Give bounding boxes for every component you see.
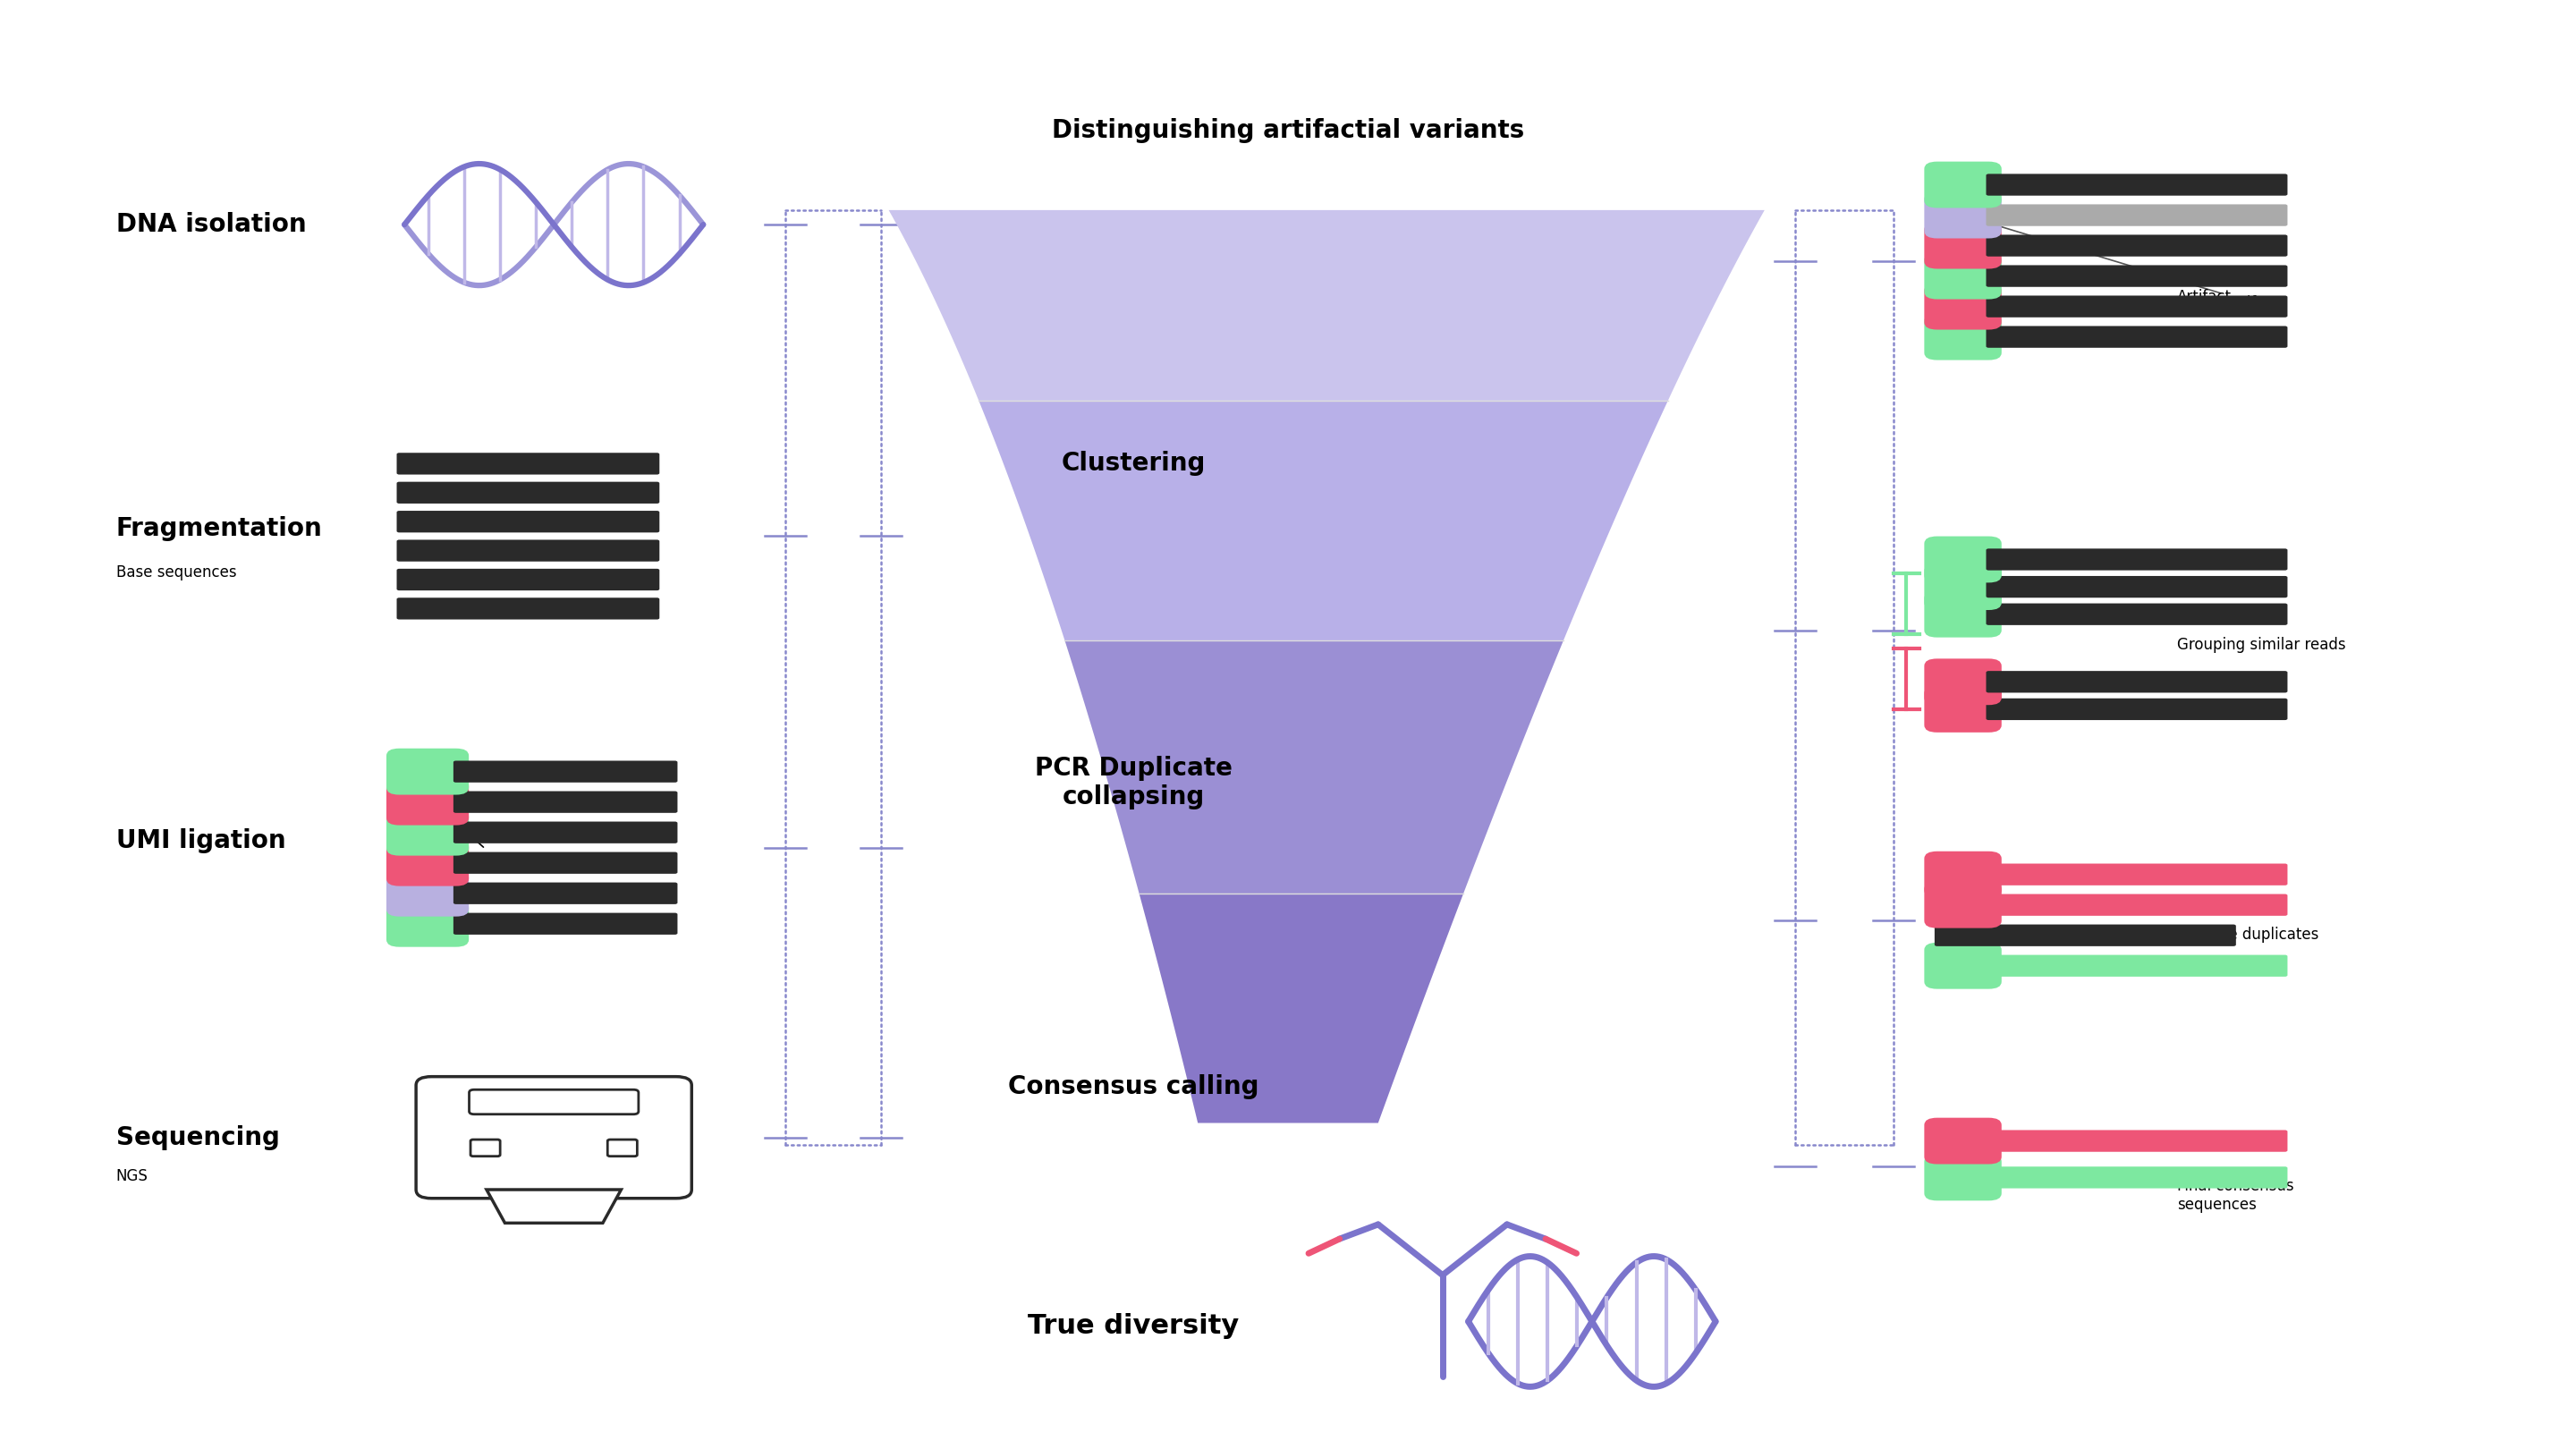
FancyBboxPatch shape xyxy=(453,913,677,935)
FancyBboxPatch shape xyxy=(1924,284,2002,330)
Polygon shape xyxy=(979,400,1669,640)
FancyBboxPatch shape xyxy=(1935,924,2236,946)
FancyBboxPatch shape xyxy=(453,791,677,813)
FancyBboxPatch shape xyxy=(1924,685,2002,732)
Text: PCR Duplicate
collapsing: PCR Duplicate collapsing xyxy=(1036,755,1231,810)
FancyBboxPatch shape xyxy=(453,761,677,782)
FancyBboxPatch shape xyxy=(469,1090,639,1114)
FancyBboxPatch shape xyxy=(1986,1130,2287,1152)
FancyBboxPatch shape xyxy=(1986,174,2287,196)
FancyBboxPatch shape xyxy=(386,840,469,887)
Text: Artifact: Artifact xyxy=(1965,216,2280,312)
FancyBboxPatch shape xyxy=(1924,1117,2002,1164)
Text: DNA isolation: DNA isolation xyxy=(116,212,307,238)
FancyBboxPatch shape xyxy=(1924,881,2002,929)
FancyBboxPatch shape xyxy=(1986,894,2287,916)
FancyBboxPatch shape xyxy=(397,481,659,503)
FancyBboxPatch shape xyxy=(1986,204,2287,226)
FancyBboxPatch shape xyxy=(397,452,659,475)
FancyBboxPatch shape xyxy=(453,882,677,904)
FancyBboxPatch shape xyxy=(415,1077,690,1198)
FancyBboxPatch shape xyxy=(1924,852,2002,898)
FancyBboxPatch shape xyxy=(397,597,659,620)
Polygon shape xyxy=(1064,640,1564,894)
FancyBboxPatch shape xyxy=(1986,698,2287,720)
FancyBboxPatch shape xyxy=(1924,942,2002,988)
Text: UMI ligation: UMI ligation xyxy=(116,827,286,853)
FancyBboxPatch shape xyxy=(1924,591,2002,638)
Text: NGS: NGS xyxy=(116,1168,147,1185)
Text: Remove duplicates: Remove duplicates xyxy=(2177,926,2318,943)
FancyBboxPatch shape xyxy=(1924,223,2002,270)
FancyBboxPatch shape xyxy=(453,822,677,843)
FancyBboxPatch shape xyxy=(1986,603,2287,625)
Polygon shape xyxy=(487,1190,621,1223)
FancyBboxPatch shape xyxy=(608,1139,636,1156)
FancyBboxPatch shape xyxy=(386,749,469,794)
Polygon shape xyxy=(889,210,1765,400)
FancyBboxPatch shape xyxy=(1986,1166,2287,1188)
FancyBboxPatch shape xyxy=(386,869,469,917)
Text: Final consensus
sequences: Final consensus sequences xyxy=(2177,1178,2293,1213)
FancyBboxPatch shape xyxy=(1986,575,2287,597)
FancyBboxPatch shape xyxy=(1924,314,2002,361)
FancyBboxPatch shape xyxy=(397,568,659,591)
FancyBboxPatch shape xyxy=(1986,864,2287,885)
Text: Base sequences: Base sequences xyxy=(116,564,237,581)
FancyBboxPatch shape xyxy=(386,901,469,948)
Polygon shape xyxy=(1139,894,1463,1123)
FancyBboxPatch shape xyxy=(386,780,469,826)
FancyBboxPatch shape xyxy=(1924,254,2002,300)
Text: Grouping similar reads: Grouping similar reads xyxy=(2177,636,2344,653)
Text: Consensus calling: Consensus calling xyxy=(1007,1074,1260,1100)
FancyBboxPatch shape xyxy=(1986,549,2287,571)
FancyBboxPatch shape xyxy=(1986,235,2287,256)
Text: True diversity: True diversity xyxy=(1028,1313,1239,1339)
FancyBboxPatch shape xyxy=(1986,296,2287,317)
FancyBboxPatch shape xyxy=(1924,193,2002,239)
FancyBboxPatch shape xyxy=(471,1139,500,1156)
FancyBboxPatch shape xyxy=(1986,955,2287,977)
FancyBboxPatch shape xyxy=(1924,564,2002,610)
FancyBboxPatch shape xyxy=(1986,265,2287,287)
Text: Clustering: Clustering xyxy=(1061,451,1206,477)
Text: Sequencing: Sequencing xyxy=(116,1124,278,1151)
Text: Distinguishing artifactial variants: Distinguishing artifactial variants xyxy=(1051,117,1525,143)
FancyBboxPatch shape xyxy=(1924,659,2002,706)
Text: UMIs: UMIs xyxy=(417,790,515,868)
FancyBboxPatch shape xyxy=(386,809,469,855)
FancyBboxPatch shape xyxy=(397,539,659,561)
Text: Artifact: Artifact xyxy=(2177,288,2231,306)
FancyBboxPatch shape xyxy=(1986,671,2287,693)
FancyBboxPatch shape xyxy=(1924,1155,2002,1201)
FancyBboxPatch shape xyxy=(1924,536,2002,582)
FancyBboxPatch shape xyxy=(1924,162,2002,209)
FancyBboxPatch shape xyxy=(397,511,659,532)
Text: Fragmentation: Fragmentation xyxy=(116,516,322,542)
FancyBboxPatch shape xyxy=(453,852,677,874)
FancyBboxPatch shape xyxy=(1986,326,2287,348)
